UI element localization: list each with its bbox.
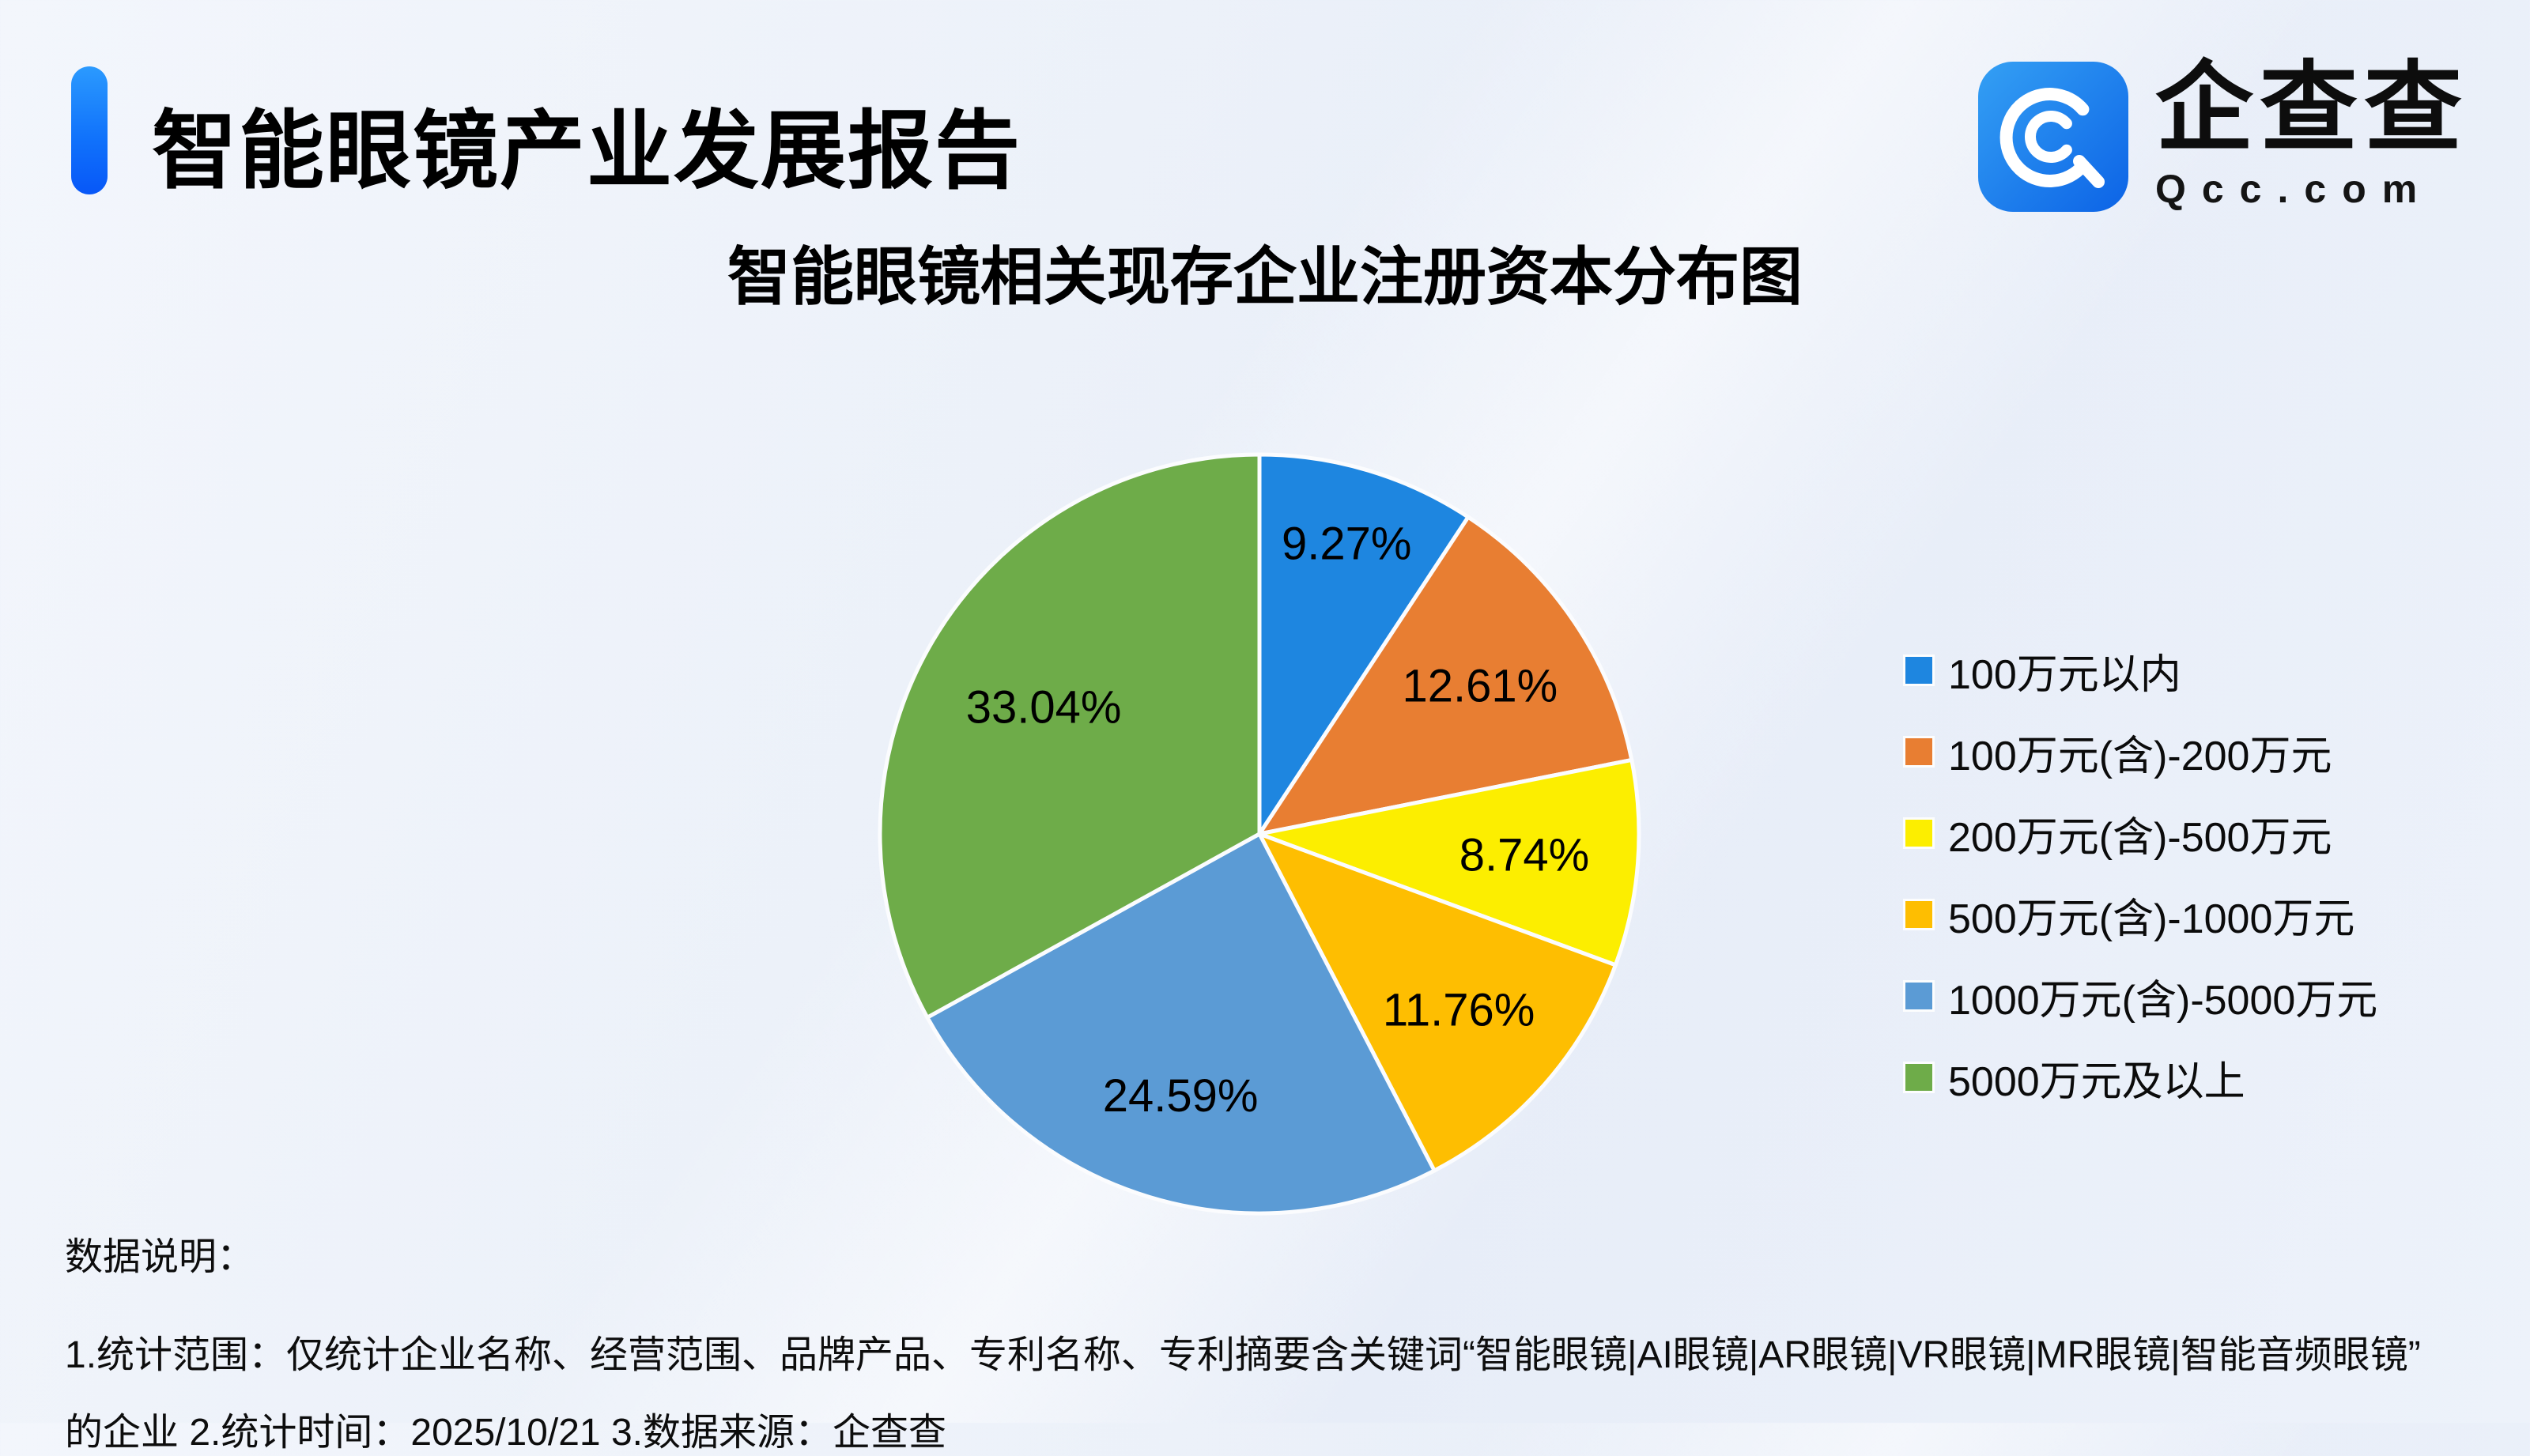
legend-item: 200万元(含)-500万元 [1905,813,2377,861]
qcc-brand-domain: Qcc.com [2154,167,2434,211]
pie-slice [1257,515,1634,836]
title-accent-bar [71,66,108,194]
legend-item: 1000万元(含)-5000万元 [1905,975,2377,1024]
notes-line-2: 的企业 2.统计时间：2025/10/21 3.数据来源：企查查 [65,1412,946,1454]
qcc-logo-icon [1977,62,2128,212]
notes-line-1: 1.统计范围：仅统计企业名称、经营范围、品牌产品、专利名称、专利摘要含关键词“智… [65,1334,2421,1376]
legend-item: 5000万元及以上 [1905,1057,2377,1105]
legend-swatch [1905,983,1932,1009]
legend-swatch [1905,820,1932,847]
pie-slice-label: 24.59% [1103,1070,1259,1122]
legend-swatch [1905,1064,1932,1091]
legend-item: 100万元(含)-200万元 [1905,731,2377,779]
legend-label: 5000万元及以上 [1948,1058,2245,1105]
pie-slice-label: 11.76% [1383,984,1535,1035]
pie-slice-label: 8.74% [1459,830,1589,881]
pie-slice [1257,832,1618,1173]
pie-slice [925,832,1437,1216]
legend-item: 100万元以内 [1905,650,2377,698]
chart-title: 智能眼镜相关现存企业注册资本分布图 [727,242,1803,312]
qcc-brand-name: 企查查 [2154,54,2468,163]
legend-label: 100万元以内 [1948,651,2181,698]
qcc-logo: 企查查 Qcc.com [1977,54,2468,212]
page-title: 智能眼镜产业发展报告 [152,103,1022,198]
pie-slice-label: 33.04% [966,681,1122,733]
legend-item: 500万元(含)-1000万元 [1905,894,2377,942]
pie-slice [1257,757,1641,968]
legend-swatch [1905,738,1932,765]
notes-heading: 数据说明： [65,1236,255,1278]
legend-swatch [1905,901,1932,928]
pie-chart: 9.27% 12.61% 8.74% 11.76% 24.59% 33.04% [878,452,1641,1216]
pie-slice [1257,452,1471,836]
legend-swatch [1905,657,1932,684]
data-notes: 数据说明： 1.统计范围：仅统计企业名称、经营范围、品牌产品、专利名称、专利摘要… [65,1225,2500,1456]
pie-slice-label: 12.61% [1402,661,1558,712]
pie-slice-label: 9.27% [1282,519,1411,570]
legend-label: 200万元(含)-500万元 [1948,814,2332,861]
qcc-logo-text: 企查查 Qcc.com [2154,54,2468,212]
legend-label: 500万元(含)-1000万元 [1948,896,2355,942]
pie-slice [878,452,1262,1020]
chart-legend: 100万元以内 100万元(含)-200万元 200万元(含)-500万元 500万元… [1905,650,2377,1138]
legend-label: 1000万元(含)-5000万元 [1948,977,2378,1024]
legend-label: 100万元(含)-200万元 [1948,733,2332,779]
